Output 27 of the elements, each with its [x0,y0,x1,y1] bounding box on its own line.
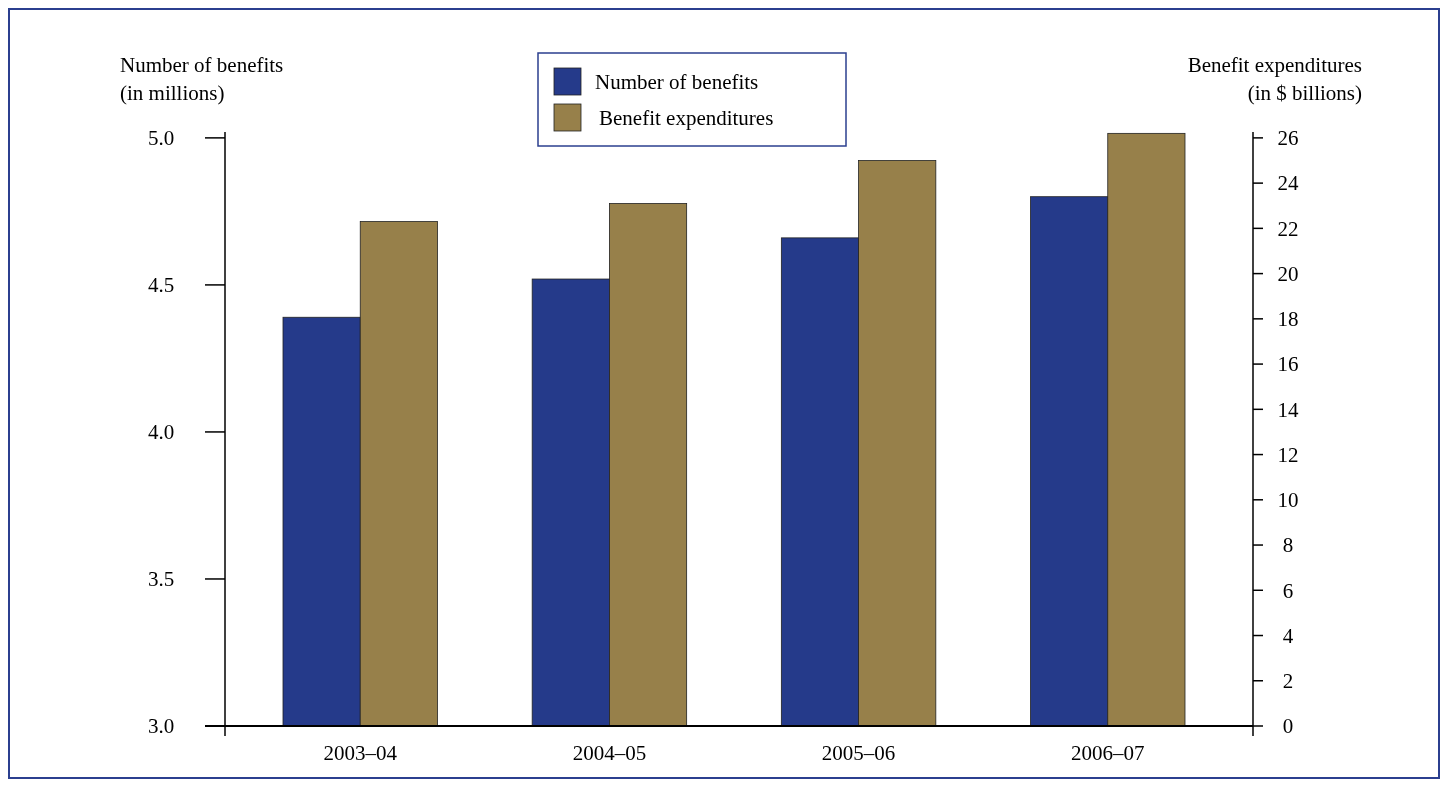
x-tick-label: 2003–04 [323,741,398,765]
y2-tick-label: 14 [1277,397,1299,422]
y-tick-label: 5.0 [147,126,175,151]
y-tick-label: 4.0 [147,420,175,445]
y2-axis-title: Benefit expenditures (in $ billions) [1187,53,1362,105]
y2-tick-label: 22 [1277,216,1299,241]
y-tick-label: 3.5 [147,567,175,592]
y2-tick-label: 10 [1277,488,1299,513]
legend-label: Benefit expenditures [599,106,774,131]
y2-tick-label: 26 [1277,126,1299,151]
y2-tick-label: 0 [1282,714,1294,739]
x-tick-label: 2004–05 [572,741,647,765]
y-axis-title: Number of benefits (in millions) [120,53,284,105]
y2-tick-label: 8 [1282,533,1294,558]
y-tick-label: 4.5 [147,273,175,298]
x-tick-label: 2006–07 [1071,741,1145,765]
x-tick-label: 2005–06 [821,741,896,765]
y-tick-label: 3.0 [147,714,175,739]
legend-label: Number of benefits [595,70,759,95]
y2-tick-label: 24 [1277,171,1299,196]
y2-tick-label: 12 [1277,442,1299,467]
y2-tick-label: 16 [1277,352,1299,377]
y2-tick-label: 2 [1282,669,1294,694]
y2-tick-label: 20 [1277,261,1299,286]
y2-tick-label: 6 [1282,578,1294,603]
y2-tick-label: 4 [1282,623,1294,648]
y2-tick-label: 18 [1277,307,1299,332]
